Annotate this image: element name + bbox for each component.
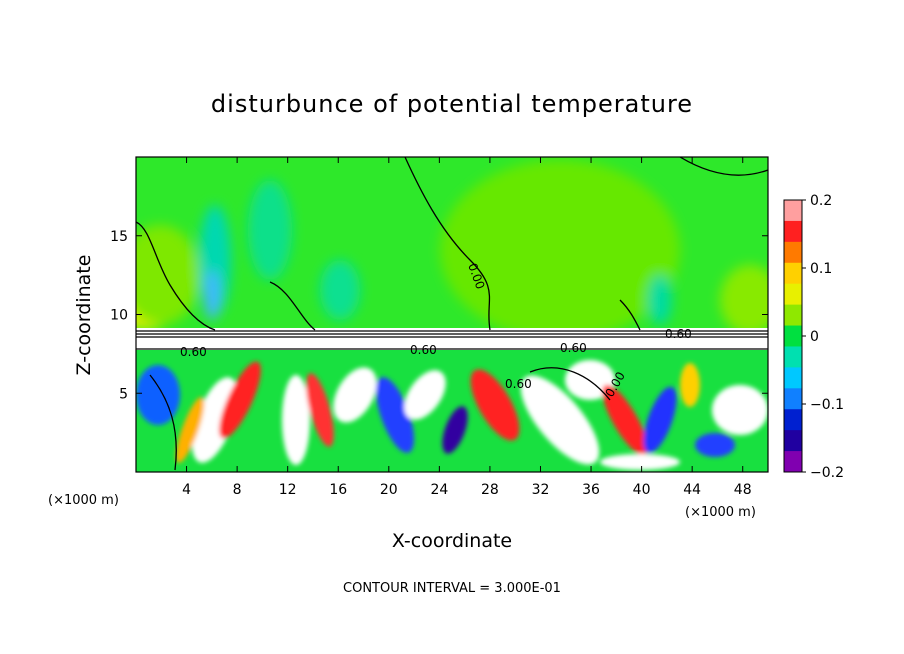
colorbar-swatch <box>784 262 802 285</box>
x-tick-label: 8 <box>233 482 242 498</box>
lower-white-patch <box>192 377 238 463</box>
x-tick-label: 20 <box>380 482 398 498</box>
x-tick-label: 16 <box>329 482 347 498</box>
lower-yellow-patch <box>680 363 700 407</box>
colorbar-tick-label: −0.1 <box>810 397 844 413</box>
colorbar-swatch <box>784 283 802 306</box>
lower-red-patch <box>306 373 334 447</box>
x-tick-label: 48 <box>734 482 752 498</box>
plot-area: 0.60 0.60 0.60 0.60 0.60 0.00 0.00 <box>136 157 768 472</box>
lower-white-patch <box>520 375 600 465</box>
y-axis-label: Z-coordinate <box>73 255 95 376</box>
contour-lines <box>136 157 768 471</box>
contour-interval-note: CONTOUR INTERVAL = 3.000E-01 <box>343 581 561 596</box>
upper-cyan-patch <box>248 180 292 280</box>
x-tick-label: 12 <box>279 482 297 498</box>
colorbar-swatch <box>784 200 802 222</box>
lower-orange-patch <box>175 396 205 464</box>
x-tick-label: 36 <box>582 482 600 498</box>
y-tick-label: 5 <box>119 386 128 402</box>
x-unit-right: (×1000 m) <box>685 505 756 520</box>
x-axis-label: X-coordinate <box>392 530 512 552</box>
upper-cyan-patch <box>320 260 360 320</box>
colorbar-swatch <box>784 346 802 368</box>
lower-red-patch <box>470 369 520 441</box>
colorbar-tick-label: 0 <box>810 329 819 345</box>
x-tick-label: 44 <box>683 482 701 498</box>
x-tick-label: 4 <box>182 482 191 498</box>
contour-label: 0.60 <box>665 327 692 341</box>
x-tick-label: 24 <box>430 482 448 498</box>
colorbar-ticks: 0.2 0.1 0 −0.1 −0.2 <box>802 193 844 481</box>
contour-label: 0.60 <box>560 341 587 355</box>
x-tick-label: 32 <box>532 482 550 498</box>
upper-cyan-patch <box>648 275 672 325</box>
colorbar-swatch <box>784 409 802 431</box>
interface-lines <box>136 330 768 350</box>
colorbar-swatch <box>784 325 802 347</box>
upper-green-patch <box>720 265 768 335</box>
upper-green-patch <box>136 225 200 325</box>
colorbar-swatch <box>784 388 802 410</box>
lower-red-patch <box>602 384 648 456</box>
lower-white-patch <box>565 360 615 400</box>
lower-purple-patch <box>442 406 468 454</box>
y-ticks: 5 10 15 <box>110 229 768 402</box>
lower-white-patch <box>282 375 310 465</box>
contour-label: 0.60 <box>505 377 532 391</box>
lower-blue-patch <box>643 386 677 454</box>
x-tick-label: 40 <box>633 482 651 498</box>
lower-blue-patch <box>376 377 414 453</box>
y-tick-label: 15 <box>110 229 128 245</box>
colorbar-swatch <box>784 220 802 243</box>
contour-labels: 0.60 0.60 0.60 0.60 0.60 0.00 0.00 <box>180 261 692 399</box>
colorbar-tick-label: 0.2 <box>810 193 832 209</box>
colorbar-swatch <box>784 430 802 452</box>
lower-red-patch <box>219 361 261 439</box>
upper-green-patch <box>440 160 680 340</box>
x-unit-left: (×1000 m) <box>48 493 119 508</box>
colorbar-swatch <box>784 367 802 389</box>
colorbar-tick-label: 0.1 <box>810 261 832 277</box>
contour-label: 0.60 <box>180 345 207 359</box>
chart-title: disturbunce of potential temperature <box>211 90 693 118</box>
y-tick-label: 10 <box>110 308 128 324</box>
lower-white-patch <box>600 454 680 470</box>
lower-blue-patch <box>695 433 735 457</box>
colorbar-tick-label: −0.2 <box>810 465 844 481</box>
lower-white-patch <box>404 370 446 420</box>
lower-white-patch <box>712 385 768 435</box>
x-tick-label: 28 <box>481 482 499 498</box>
colorbar-swatch <box>784 241 802 264</box>
x-ticks: 4 8 12 16 20 24 28 32 36 40 44 48 <box>182 157 752 498</box>
colorbar <box>783 199 803 473</box>
colorbar-swatch <box>784 451 802 473</box>
lower-white-patch <box>333 367 377 423</box>
upper-blue-patch <box>204 270 220 320</box>
contour-label: 0.60 <box>410 343 437 357</box>
lower-blue-patch <box>136 365 180 425</box>
colorbar-swatch <box>784 304 802 327</box>
